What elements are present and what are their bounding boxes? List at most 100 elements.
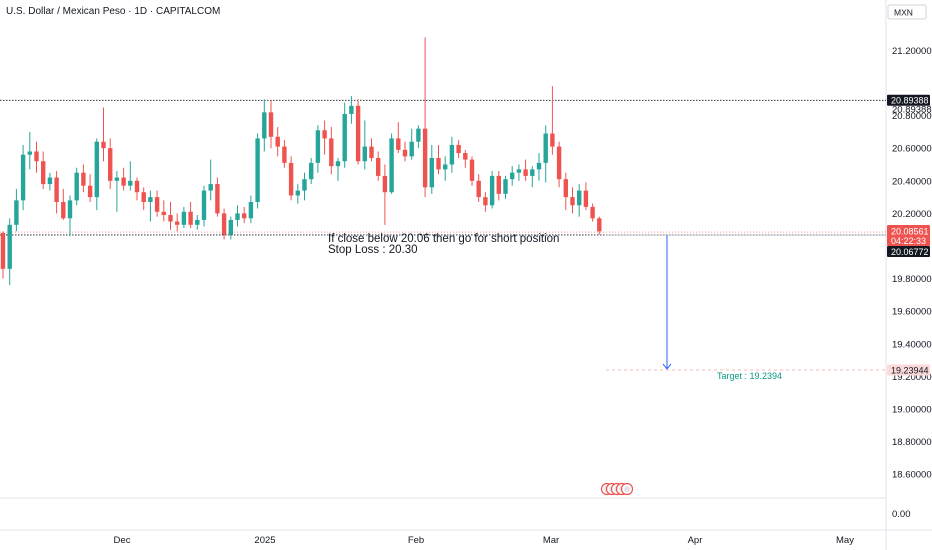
candle [61,188,66,220]
candle-body [148,197,153,202]
candle [81,164,86,193]
candle-body [429,157,434,188]
candle [101,107,106,162]
candle-body [550,133,555,147]
candle [389,133,394,194]
candle [510,166,515,186]
y-tick-label: 18.60000 [892,470,932,481]
candle [235,205,240,227]
candle [369,138,374,162]
x-tick-label: Apr [688,535,703,546]
candle-body [302,179,307,191]
candle-body [94,141,99,198]
candle [362,120,367,170]
price-axis[interactable]: MXN 21.20000 20.80000 20.60000 20.40000 20.20… [887,4,932,520]
volume-tick-label: 0.00 [892,509,911,520]
candle-body [154,197,160,212]
svg-text:20.89388: 20.89388 [891,96,929,106]
candle-body [228,219,233,235]
candle [7,218,12,286]
candle [349,96,354,124]
candle [242,206,247,224]
candle-body [409,141,414,157]
candle [550,86,555,155]
countdown-timer: 04:22:33 [891,236,926,246]
candle [402,141,408,162]
candle-body [449,144,455,165]
chart-title: U.S. Dollar / Mexican Peso · 1D · CAPITA… [6,6,221,17]
candle [443,156,448,181]
candle-body [61,201,66,219]
candle [309,157,314,185]
candle-body [295,190,300,196]
candle [322,120,327,155]
candle [355,99,361,165]
candle-body [141,192,146,202]
candle [503,175,508,199]
candle [335,157,341,181]
candle-body [503,179,508,194]
candle-body [563,179,568,198]
candle-body [201,190,207,220]
event-markers[interactable] [600,482,634,496]
y-tick-label: 19.00000 [892,405,932,416]
candle-body [577,190,582,206]
candle [141,187,146,211]
candle-body [242,213,247,219]
candle [476,174,481,202]
target-arrow-head [662,363,672,370]
candle-body [510,172,515,180]
candle [0,231,6,279]
candle-body [288,162,294,196]
candle-body [41,161,46,185]
candle [161,200,166,222]
candle-body [556,146,562,180]
candle-body [309,162,314,180]
candle [429,144,434,194]
candle [302,172,307,201]
y-tick-label: 18.80000 [892,437,932,448]
y-tick-label: 19.60000 [892,307,932,318]
candle-body [349,105,354,114]
candle-body [87,185,93,198]
candle [108,138,113,189]
candle-body [221,213,227,235]
candle [409,128,414,160]
candle [416,125,421,149]
candle-body [389,138,394,193]
candle [275,127,280,157]
candle [543,125,548,183]
candle [563,172,568,211]
candle-body [476,180,481,198]
candle [516,164,522,181]
candle [74,167,79,206]
candle-body [235,213,240,220]
candle-body [335,161,341,167]
candle-body [161,211,166,216]
candle-body [376,157,381,176]
candle-body [369,146,374,158]
candle-body [543,133,548,163]
candle [523,159,528,181]
candle [20,144,26,211]
target-label: Target : 19.2394 [717,371,782,381]
annotation-entry-text: If close below 20.06 then go for short p… [328,233,560,245]
candle [67,195,73,237]
candle [27,131,32,170]
candle-body [215,184,220,214]
candle [577,184,582,217]
candle [41,151,46,189]
candle-body [496,175,501,194]
candle-body [322,130,327,139]
candle-body [362,146,367,162]
candle [47,172,53,191]
y-tick-label: 19.20000 [892,372,932,383]
candle-body [590,206,595,219]
candle [215,177,220,217]
time-axis[interactable]: Dec 2025 Feb Mar Apr May [114,535,855,546]
candle-body [27,151,32,155]
candle [570,187,575,214]
candle-body [128,180,133,186]
candle-body [469,159,475,181]
